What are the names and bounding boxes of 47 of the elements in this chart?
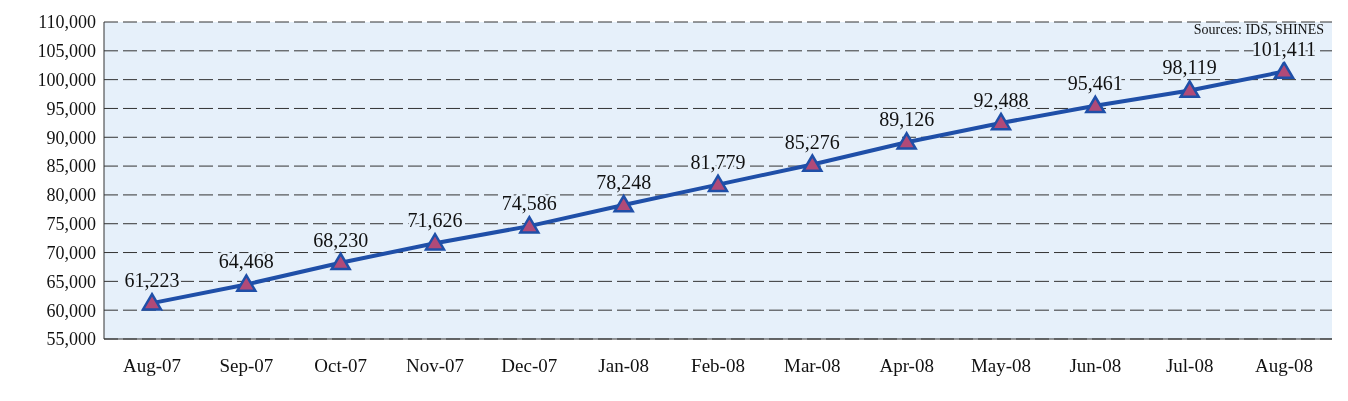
x-tick-label: Aug-07 xyxy=(122,355,182,377)
x-tick-label: Oct-07 xyxy=(314,355,368,377)
data-label: 81,779 xyxy=(690,150,746,173)
x-tick-label: Jun-08 xyxy=(1069,355,1122,377)
annotation: Sources: IDS, SHINES xyxy=(1193,22,1324,38)
data-label: 89,126 xyxy=(879,108,935,131)
point xyxy=(896,132,917,150)
data-label: 68,230 xyxy=(313,228,369,251)
data-label: 78,248 xyxy=(596,171,652,194)
y-tick-label: 110,000 xyxy=(38,12,96,33)
y-tick-label: 85,000 xyxy=(46,156,96,177)
data-label: 74,586 xyxy=(501,192,557,215)
x-tick-label: Feb-08 xyxy=(691,355,745,377)
point xyxy=(1085,95,1106,114)
x-tick-label: Apr-08 xyxy=(879,355,934,377)
point xyxy=(330,252,351,271)
y-tick-label: 55,000 xyxy=(46,329,96,350)
x-tick-label: Jul-08 xyxy=(1165,355,1214,377)
y-tick-label: 75,000 xyxy=(46,214,96,235)
data-label: 92,488 xyxy=(973,88,1029,111)
x-tick-label: May-08 xyxy=(970,355,1032,377)
y-tick-label: 95,000 xyxy=(46,98,96,119)
point xyxy=(1273,61,1295,80)
point xyxy=(707,174,729,193)
x-tick-label: Sep-07 xyxy=(219,355,274,377)
data-label: 98,119 xyxy=(1162,56,1217,79)
point xyxy=(802,154,823,173)
point xyxy=(424,232,446,251)
data-label: 64,468 xyxy=(218,250,274,273)
point xyxy=(141,292,163,311)
x-tick-label: Aug-08 xyxy=(1254,355,1314,377)
y-tick-label: 65,000 xyxy=(46,271,96,292)
y-tick-label: 90,000 xyxy=(46,127,96,148)
x-tick-label: Mar-08 xyxy=(784,355,841,377)
point xyxy=(990,112,1012,131)
point xyxy=(236,274,257,292)
y-tick-label: 70,000 xyxy=(46,242,96,263)
y-tick-label: 80,000 xyxy=(46,185,96,206)
point xyxy=(613,194,634,213)
y-tick-label: 105,000 xyxy=(37,41,96,62)
point xyxy=(1179,80,1200,99)
y-tick-label: 60,000 xyxy=(46,300,96,321)
y-tick-label: 100,000 xyxy=(37,70,96,91)
point xyxy=(519,215,540,234)
x-tick-label: Jan-08 xyxy=(598,355,649,377)
x-tick-label: Dec-07 xyxy=(501,355,558,377)
x-tick-label: Nov-07 xyxy=(405,355,465,377)
